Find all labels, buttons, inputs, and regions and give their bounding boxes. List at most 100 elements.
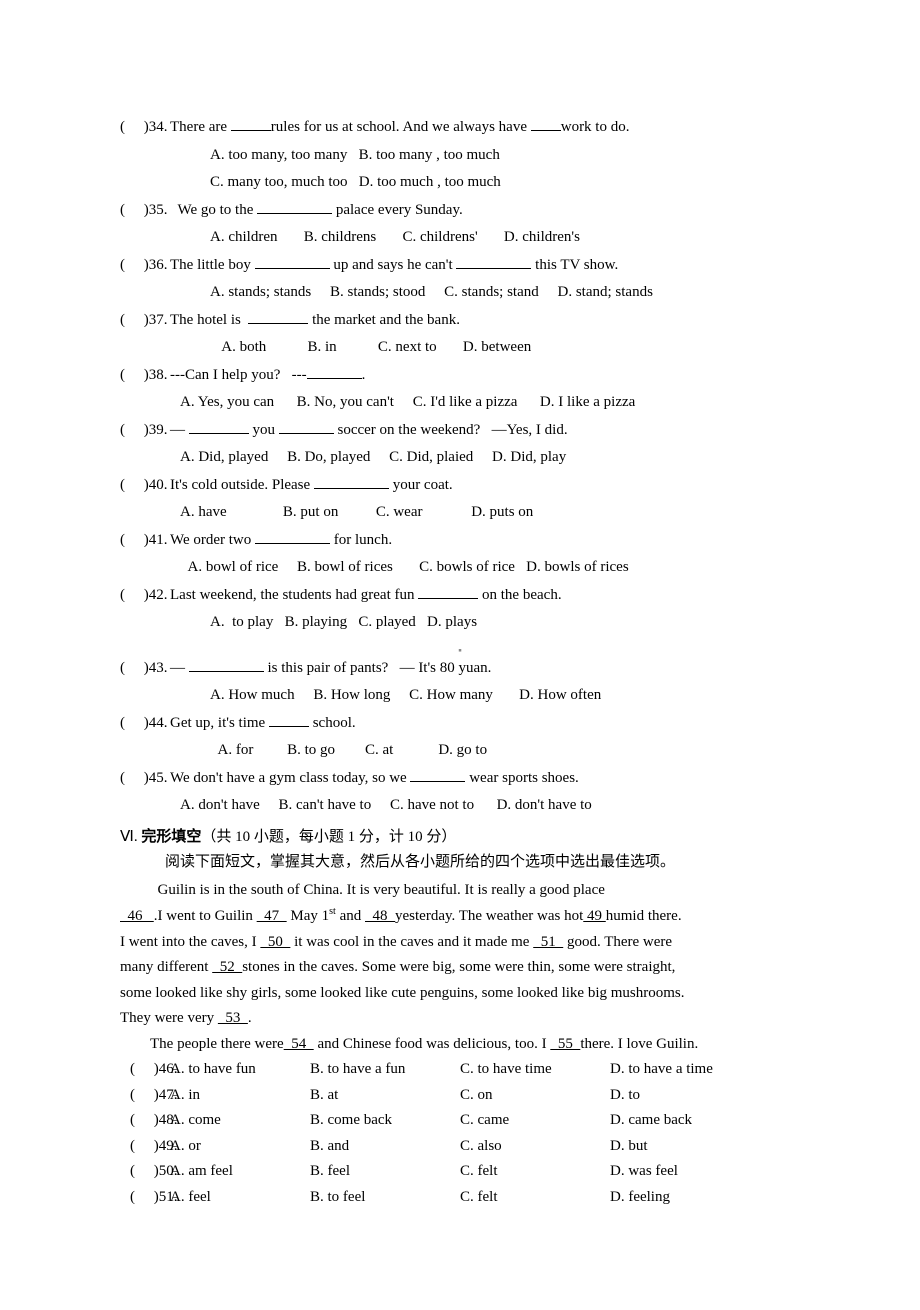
- cloze-answer-paren[interactable]: ( )48.: [130, 1108, 170, 1134]
- cloze-option-a: A. feel: [170, 1185, 310, 1211]
- cloze-section-heading: Ⅵ. 完形填空（共 10 小题，每小题 1 分，计 10 分）: [120, 825, 800, 851]
- question-options: A. Yes, you can B. No, you can't C. I'd …: [120, 390, 800, 416]
- question-stem: The hotel is the market and the bank.: [170, 308, 800, 334]
- answer-paren[interactable]: ( )45.: [120, 766, 170, 792]
- cloze-options-section: ( )46.A. to have funB. to have a funC. t…: [120, 1057, 800, 1210]
- cloze-answer-paren[interactable]: ( )51.: [130, 1185, 170, 1211]
- answer-paren[interactable]: ( )36.: [120, 253, 170, 279]
- question-options: A. stands; stands B. stands; stood C. st…: [120, 280, 800, 306]
- cloze-option-d: D. came back: [610, 1108, 800, 1134]
- cloze-option-row: ( )50.A. am feelB. feelC. feltD. was fee…: [120, 1159, 800, 1185]
- cloze-option-d: D. to have a time: [610, 1057, 800, 1083]
- question-row: ( )37.The hotel is the market and the ba…: [120, 308, 800, 334]
- cloze-option-row: ( )49.A. orB. andC. alsoD. but: [120, 1134, 800, 1160]
- cloze-option-c: C. felt: [460, 1159, 610, 1185]
- passage-line: 46 .I went to Guilin 47 May 1st and 48 y…: [120, 903, 800, 930]
- passage-line: many different 52 stones in the caves. S…: [120, 955, 800, 981]
- question-row: ( )44.Get up, it's time school.: [120, 711, 800, 737]
- cloze-passage: Guilin is in the south of China. It is v…: [120, 878, 800, 1058]
- cloze-option-a: A. in: [170, 1083, 310, 1109]
- cloze-option-b: B. and: [310, 1134, 460, 1160]
- question-stem: Last weekend, the students had great fun…: [170, 583, 800, 609]
- cloze-option-d: D. feeling: [610, 1185, 800, 1211]
- question-row: ( )34.There are rules for us at school. …: [120, 115, 800, 141]
- answer-paren[interactable]: ( )37.: [120, 308, 170, 334]
- cloze-option-a: A. am feel: [170, 1159, 310, 1185]
- passage-line: I went into the caves, I 50 it was cool …: [120, 930, 800, 956]
- question-stem: — is this pair of pants? — It's 80 yuan.: [170, 656, 800, 682]
- cloze-option-row: ( )46.A. to have funB. to have a funC. t…: [120, 1057, 800, 1083]
- question-options: C. many too, much too D. too much , too …: [120, 170, 800, 196]
- cloze-option-row: ( )51.A. feelB. to feelC. feltD. feeling: [120, 1185, 800, 1211]
- passage-line: Guilin is in the south of China. It is v…: [120, 878, 800, 904]
- cloze-answer-paren[interactable]: ( )50.: [130, 1159, 170, 1185]
- cloze-option-c: C. on: [460, 1083, 610, 1109]
- question-options: A. Did, played B. Do, played C. Did, pla…: [120, 445, 800, 471]
- question-stem: Get up, it's time school.: [170, 711, 800, 737]
- cloze-option-b: B. come back: [310, 1108, 460, 1134]
- question-options: A. both B. in C. next to D. between: [120, 335, 800, 361]
- question-options: A. to play B. playing C. played D. plays: [120, 610, 800, 636]
- cloze-option-c: C. also: [460, 1134, 610, 1160]
- cloze-option-c: C. to have time: [460, 1057, 610, 1083]
- cloze-option-a: A. to have fun: [170, 1057, 310, 1083]
- question-row: ( )36.The little boy up and says he can'…: [120, 253, 800, 279]
- section-number: Ⅵ.: [120, 829, 138, 845]
- question-row: ( )40.It's cold outside. Please your coa…: [120, 473, 800, 499]
- passage-line: some looked like shy girls, some looked …: [120, 981, 800, 1007]
- cloze-option-b: B. to have a fun: [310, 1057, 460, 1083]
- cloze-option-c: C. came: [460, 1108, 610, 1134]
- question-stem: We order two for lunch.: [170, 528, 800, 554]
- answer-paren[interactable]: ( )35.: [120, 198, 170, 224]
- question-stem: We go to the palace every Sunday.: [170, 198, 800, 224]
- question-options: A. How much B. How long C. How many D. H…: [120, 683, 800, 709]
- question-stem: We don't have a gym class today, so we w…: [170, 766, 800, 792]
- question-row: ( )39.— you soccer on the weekend? —Yes,…: [120, 418, 800, 444]
- passage-line: They were very 53 .: [120, 1006, 800, 1032]
- cloze-option-row: ( )48.A. comeB. come backC. cameD. came …: [120, 1108, 800, 1134]
- question-stem: The little boy up and says he can't this…: [170, 253, 800, 279]
- answer-paren[interactable]: ( )34.: [120, 115, 170, 141]
- answer-paren[interactable]: ( )39.: [120, 418, 170, 444]
- answer-paren[interactable]: ( )44.: [120, 711, 170, 737]
- question-row: ( )35. We go to the palace every Sunday.: [120, 198, 800, 224]
- question-stem: There are rules for us at school. And we…: [170, 115, 800, 141]
- question-stem: ---Can I help you? ---.: [170, 363, 800, 389]
- answer-paren[interactable]: ( )38.: [120, 363, 170, 389]
- cloze-option-d: D. to: [610, 1083, 800, 1109]
- cloze-option-d: D. was feel: [610, 1159, 800, 1185]
- cloze-option-d: D. but: [610, 1134, 800, 1160]
- multiple-choice-section: ( )34.There are rules for us at school. …: [120, 115, 800, 819]
- answer-paren[interactable]: ( )43.: [120, 656, 170, 682]
- question-options: A. too many, too many B. too many , too …: [120, 143, 800, 169]
- cloze-option-a: A. come: [170, 1108, 310, 1134]
- section-title-text: 完形填空: [141, 829, 201, 845]
- answer-paren[interactable]: ( )41.: [120, 528, 170, 554]
- cloze-answer-paren[interactable]: ( )46.: [130, 1057, 170, 1083]
- question-stem: It's cold outside. Please your coat.: [170, 473, 800, 499]
- question-stem: — you soccer on the weekend? —Yes, I did…: [170, 418, 800, 444]
- question-row: ( )45.We don't have a gym class today, s…: [120, 766, 800, 792]
- cloze-option-c: C. felt: [460, 1185, 610, 1211]
- answer-paren[interactable]: ( )42.: [120, 583, 170, 609]
- cloze-answer-paren[interactable]: ( )49.: [130, 1134, 170, 1160]
- cloze-option-a: A. or: [170, 1134, 310, 1160]
- section-score-info: （共 10 小题，每小题 1 分，计 10 分）: [201, 829, 456, 845]
- question-row: ( )38.---Can I help you? ---.: [120, 363, 800, 389]
- cloze-answer-paren[interactable]: ( )47.: [130, 1083, 170, 1109]
- question-options: A. bowl of rice B. bowl of rices C. bowl…: [120, 555, 800, 581]
- cloze-option-b: B. at: [310, 1083, 460, 1109]
- question-options: A. don't have B. can't have to C. have n…: [120, 793, 800, 819]
- passage-line: The people there were 54 and Chinese foo…: [120, 1032, 800, 1058]
- question-row: ( )41.We order two for lunch.: [120, 528, 800, 554]
- cloze-option-row: ( )47.A. inB. atC. onD. to: [120, 1083, 800, 1109]
- question-options: A. for B. to go C. at D. go to: [120, 738, 800, 764]
- answer-paren[interactable]: ( )40.: [120, 473, 170, 499]
- cloze-option-b: B. feel: [310, 1159, 460, 1185]
- cloze-option-b: B. to feel: [310, 1185, 460, 1211]
- page: ( )34.There are rules for us at school. …: [0, 0, 920, 1310]
- page-center-marker: ▪: [458, 643, 462, 660]
- question-row: ( )42.Last weekend, the students had gre…: [120, 583, 800, 609]
- section-instruction: 阅读下面短文，掌握其大意，然后从各小题所给的四个选项中选出最佳选项。: [120, 850, 800, 876]
- question-options: A. have B. put on C. wear D. puts on: [120, 500, 800, 526]
